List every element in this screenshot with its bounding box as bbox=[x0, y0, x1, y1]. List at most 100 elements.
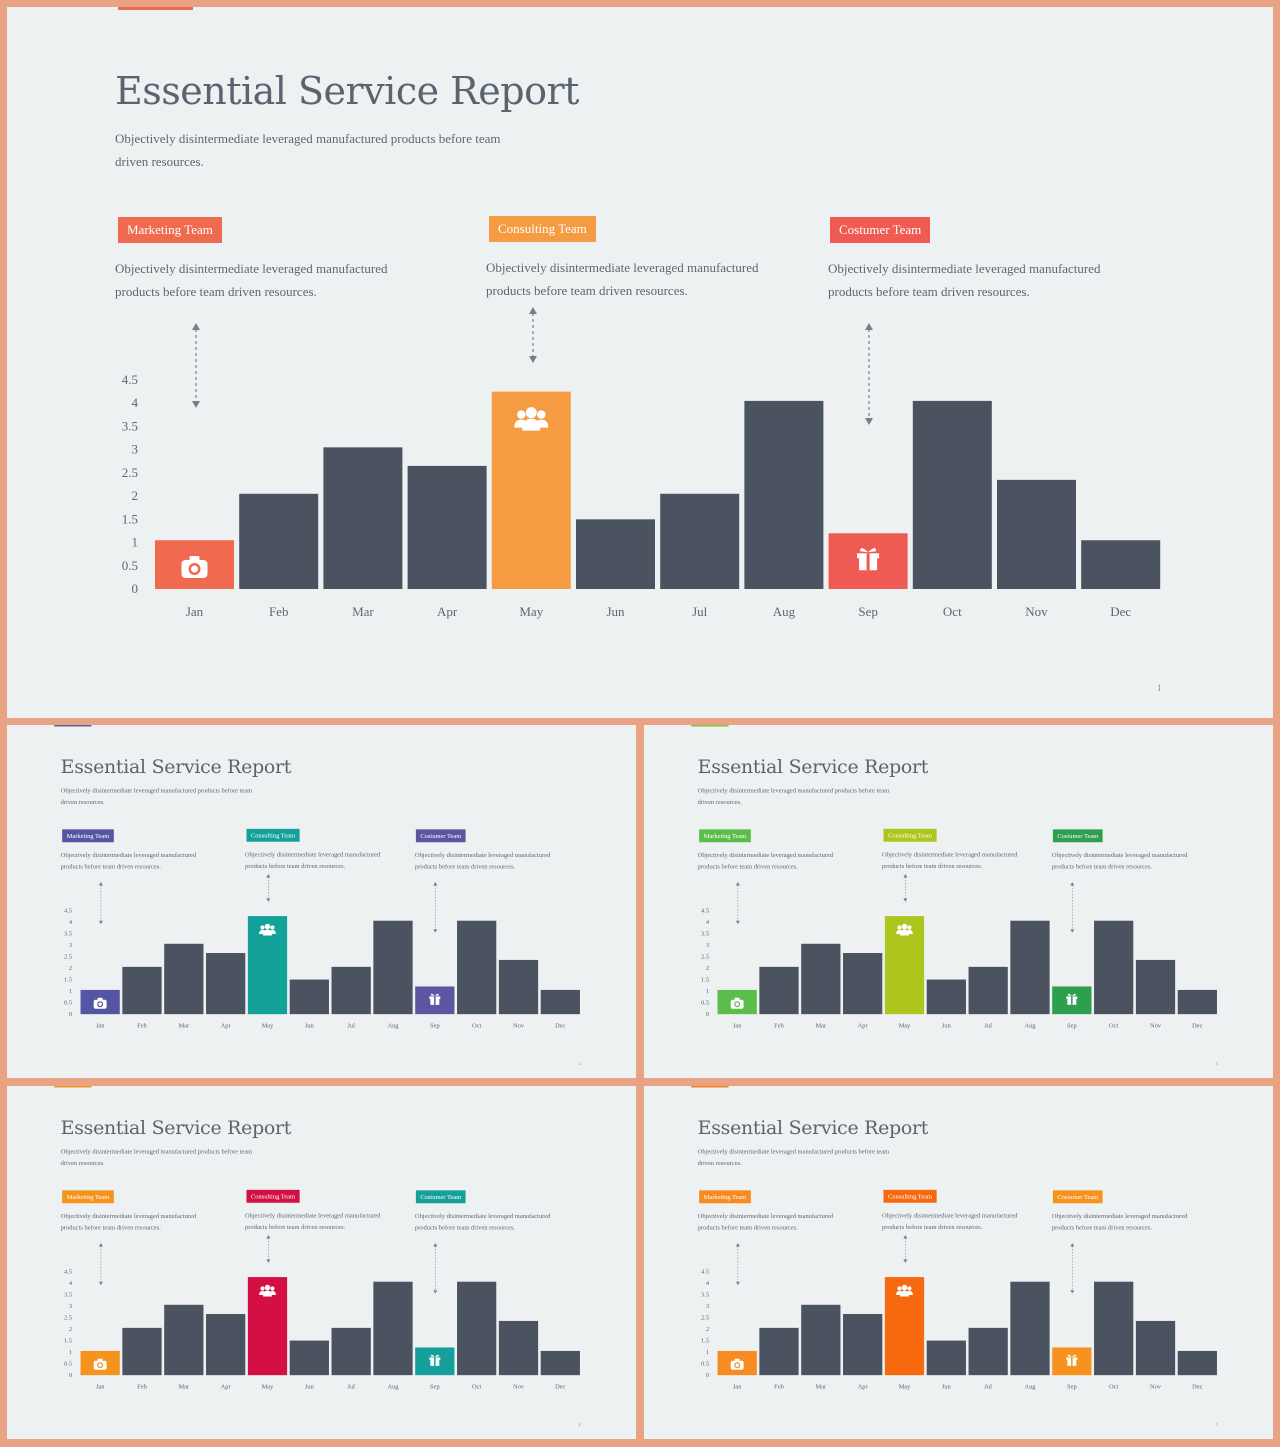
x-tick-label: Jan bbox=[186, 604, 204, 619]
x-tick-label: May bbox=[262, 1023, 275, 1030]
y-tick-label: 4 bbox=[132, 395, 139, 410]
slide-3: Essential Service Report Objectively disi… bbox=[644, 725, 1273, 1078]
x-tick-label: Sep bbox=[858, 604, 878, 619]
gift-icon bbox=[429, 1354, 441, 1366]
y-tick-label: 4.5 bbox=[64, 1268, 72, 1275]
slide-subtitle: Objectively disintermediate leveraged ma… bbox=[697, 786, 890, 806]
x-tick-label: Sep bbox=[1067, 1384, 1077, 1391]
dashed-arrow bbox=[98, 1243, 103, 1286]
bar-apr bbox=[407, 465, 487, 589]
y-tick-label: 1 bbox=[706, 1349, 709, 1356]
x-tick-label: Jun bbox=[305, 1023, 315, 1030]
team-description: Objectively disintermediate leveraged ma… bbox=[697, 851, 834, 871]
team-label-costumer: Costumer Team bbox=[1052, 829, 1103, 843]
x-tick-label: Oct bbox=[943, 604, 962, 619]
y-tick-label: 0 bbox=[706, 1372, 709, 1379]
dashed-arrow bbox=[433, 882, 438, 933]
x-tick-label: Apr bbox=[221, 1384, 232, 1391]
x-tick-label: May bbox=[899, 1023, 912, 1030]
x-tick-label: Apr bbox=[858, 1384, 869, 1391]
y-tick-label: 4.5 bbox=[122, 372, 138, 387]
dashed-arrow bbox=[735, 882, 740, 925]
x-tick-label: Oct bbox=[472, 1384, 482, 1391]
page-number: 3 bbox=[1215, 1060, 1218, 1066]
slide-2: Essential Service Report Objectively disi… bbox=[7, 725, 636, 1078]
x-tick-label: Apr bbox=[858, 1023, 869, 1030]
team-description: Objectively disintermediate leveraged ma… bbox=[1051, 1212, 1188, 1232]
y-tick-label: 1 bbox=[132, 535, 139, 550]
gift-icon bbox=[1066, 1354, 1078, 1366]
y-tick-label: 0 bbox=[132, 581, 139, 596]
slide-accent-bar bbox=[53, 1086, 92, 1088]
slide-title: Essential Service Report bbox=[115, 69, 579, 113]
x-tick-label: Oct bbox=[1109, 1384, 1119, 1391]
dashed-arrow bbox=[192, 323, 200, 408]
y-tick-label: 1.5 bbox=[701, 1338, 709, 1345]
bar-jul bbox=[660, 493, 740, 589]
x-tick-label: Feb bbox=[774, 1023, 784, 1030]
y-tick-label: 2.5 bbox=[64, 1314, 72, 1321]
dashed-arrow bbox=[266, 1235, 271, 1263]
x-tick-label: Sep bbox=[430, 1023, 440, 1030]
slide-subtitle: Objectively disintermediate leveraged ma… bbox=[60, 786, 253, 806]
slide-4: Essential Service Report Objectively disi… bbox=[7, 1086, 636, 1439]
bar-nov bbox=[1135, 959, 1176, 1015]
dashed-arrow bbox=[1070, 882, 1075, 933]
slide-5: Essential Service Report Objectively disi… bbox=[644, 1086, 1273, 1439]
x-tick-label: Jun bbox=[942, 1384, 952, 1391]
y-tick-label: 2.5 bbox=[64, 953, 72, 960]
team-label-costumer: Costumer Team bbox=[415, 829, 466, 843]
y-tick-label: 1.5 bbox=[701, 977, 709, 984]
team-description: Objectively disintermediate leveraged ma… bbox=[244, 850, 381, 870]
y-tick-label: 0.5 bbox=[701, 1000, 709, 1007]
bar-nov bbox=[498, 1320, 539, 1376]
y-tick-label: 0.5 bbox=[122, 558, 138, 573]
y-tick-label: 3.5 bbox=[701, 930, 709, 937]
y-tick-label: 4.5 bbox=[64, 907, 72, 914]
y-tick-label: 3 bbox=[706, 1303, 709, 1310]
x-tick-label: Aug bbox=[1024, 1384, 1036, 1391]
x-tick-label: Jan bbox=[733, 1023, 742, 1030]
y-tick-label: 3.5 bbox=[64, 1291, 72, 1298]
x-tick-label: Apr bbox=[221, 1023, 232, 1030]
y-tick-label: 3 bbox=[69, 942, 72, 949]
gift-icon bbox=[1066, 993, 1078, 1005]
team-label-costumer: Costumer Team bbox=[415, 1190, 466, 1204]
y-tick-label: 3.5 bbox=[64, 930, 72, 937]
slide-title: Essential Service Report bbox=[60, 755, 292, 778]
x-tick-label: Dec bbox=[1192, 1384, 1203, 1391]
y-tick-label: 3 bbox=[69, 1303, 72, 1310]
bar-jul bbox=[968, 1327, 1008, 1376]
team-label-consulting: Consulting Team bbox=[883, 1189, 937, 1203]
bar-dec bbox=[1177, 989, 1217, 1015]
bar-feb bbox=[122, 966, 162, 1015]
slide-1: Essential Service Report Objectively disi… bbox=[7, 7, 1273, 718]
x-tick-label: Feb bbox=[137, 1023, 147, 1030]
team-label-marketing: Marketing Team bbox=[118, 217, 222, 243]
bar-dec bbox=[1177, 1350, 1217, 1376]
bar-jul bbox=[968, 966, 1008, 1015]
slide-title: Essential Service Report bbox=[60, 1116, 292, 1139]
camera-icon bbox=[181, 556, 208, 578]
x-tick-label: Mar bbox=[815, 1023, 827, 1030]
bar-mar bbox=[164, 1304, 204, 1376]
team-label-costumer: Costumer Team bbox=[830, 217, 931, 243]
y-tick-label: 2 bbox=[706, 965, 709, 972]
x-tick-label: Mar bbox=[178, 1023, 190, 1030]
y-tick-label: 2 bbox=[706, 1326, 709, 1333]
slide-subtitle: Objectively disintermediate leveraged ma… bbox=[697, 1147, 890, 1167]
bar-dec bbox=[1081, 540, 1161, 589]
x-tick-label: Aug bbox=[773, 604, 796, 619]
bar-chart: 0 0.5 1 1.5 2 2.5 3 3.5 4 4.5 Jan Feb Mar Apr May Jun Ju… bbox=[701, 1235, 1217, 1391]
slide-accent-bar bbox=[690, 725, 729, 727]
dashed-arrow bbox=[903, 1235, 908, 1263]
x-tick-label: Jul bbox=[984, 1023, 992, 1030]
x-tick-label: Dec bbox=[1110, 604, 1131, 619]
x-tick-label: Sep bbox=[430, 1384, 440, 1391]
team-description: Objectively disintermediate leveraged ma… bbox=[60, 851, 197, 871]
slide-subtitle: Objectively disintermediate leveraged ma… bbox=[60, 1147, 253, 1167]
bar-oct bbox=[1094, 920, 1134, 1015]
y-tick-label: 2 bbox=[132, 488, 139, 503]
y-tick-label: 0.5 bbox=[701, 1361, 709, 1368]
y-tick-label: 1.5 bbox=[64, 1338, 72, 1345]
